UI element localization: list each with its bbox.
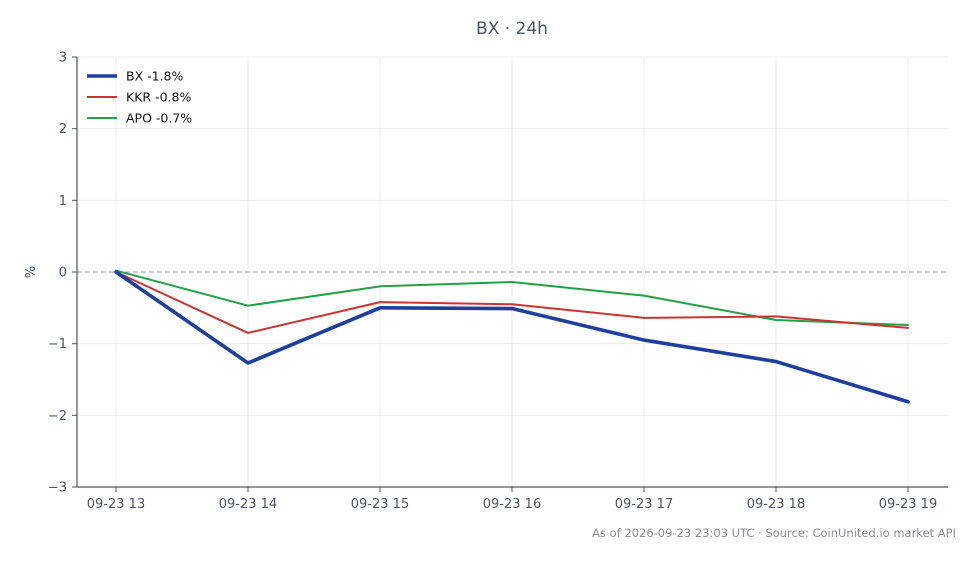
legend-label: KKR -0.8%: [126, 90, 191, 105]
y-tick-label: 2: [59, 122, 67, 137]
axes: −3 −2 −1 0 1 2 3 09-23 13 09-23 14 09-23 15 09-23 …: [24, 51, 948, 512]
source-footer: As of 2026-09-23 23:03 UTC · Source: Coi…: [592, 526, 956, 540]
x-tick-label: 09-23 15: [351, 497, 409, 512]
legend: BX -1.8% KKR -0.8% APO -0.7%: [87, 69, 192, 126]
x-tick-label: 09-23 16: [483, 497, 541, 512]
legend-label: BX -1.8%: [126, 69, 184, 84]
y-tick-label: −1: [48, 337, 67, 352]
grid-lines: [77, 56, 948, 488]
x-tick-label: 09-23 19: [879, 497, 937, 512]
y-tick-label: 0: [59, 266, 67, 281]
y-tick-label: −2: [48, 409, 67, 424]
y-tick-label: −3: [48, 481, 67, 496]
y-tick-label: 1: [59, 194, 67, 209]
x-tick-label: 09-23 17: [615, 497, 673, 512]
x-tick-label: 09-23 13: [87, 497, 145, 512]
chart-title: BX · 24h: [476, 19, 548, 39]
series-line-apo: [115, 269, 909, 327]
x-tick-label: 09-23 14: [219, 497, 277, 512]
x-tick-label: 09-23 18: [747, 497, 805, 512]
y-axis-label: %: [24, 266, 39, 278]
series-lines: [114, 269, 910, 404]
series-line-kkr: [115, 271, 909, 334]
series-line-bx: [114, 270, 910, 404]
legend-label: APO -0.7%: [126, 111, 192, 126]
y-tick-label: 3: [59, 51, 67, 66]
